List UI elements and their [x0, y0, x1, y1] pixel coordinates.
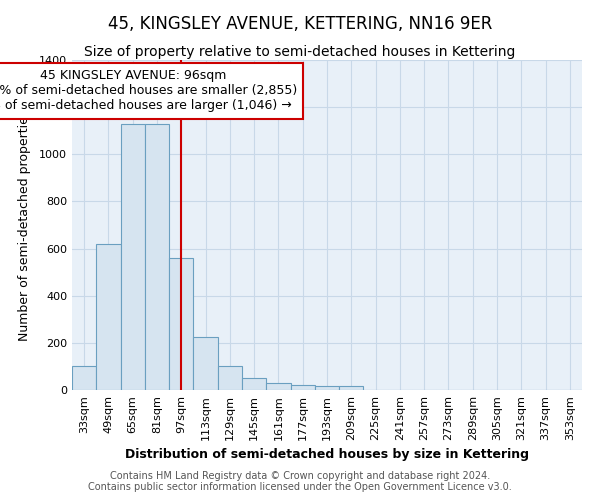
Bar: [96, 244, 121, 390]
Text: 45 KINGSLEY AVENUE: 96sqm
← 72% of semi-detached houses are smaller (2,855)
27% : 45 KINGSLEY AVENUE: 96sqm ← 72% of semi-…: [0, 70, 297, 112]
Bar: [266, 383, 290, 390]
Bar: [339, 386, 364, 390]
Bar: [193, 337, 218, 390]
Text: 45, KINGSLEY AVENUE, KETTERING, NN16 9ER: 45, KINGSLEY AVENUE, KETTERING, NN16 9ER: [108, 15, 492, 33]
Bar: [315, 386, 339, 390]
Bar: [72, 366, 96, 390]
Text: Size of property relative to semi-detached houses in Kettering: Size of property relative to semi-detach…: [85, 45, 515, 59]
Bar: [169, 258, 193, 390]
Bar: [121, 124, 145, 390]
Y-axis label: Number of semi-detached properties: Number of semi-detached properties: [17, 110, 31, 340]
Bar: [242, 378, 266, 390]
X-axis label: Distribution of semi-detached houses by size in Kettering: Distribution of semi-detached houses by …: [125, 448, 529, 462]
Text: Contains HM Land Registry data © Crown copyright and database right 2024.
Contai: Contains HM Land Registry data © Crown c…: [88, 471, 512, 492]
Bar: [145, 124, 169, 390]
Bar: [290, 386, 315, 390]
Bar: [218, 366, 242, 390]
